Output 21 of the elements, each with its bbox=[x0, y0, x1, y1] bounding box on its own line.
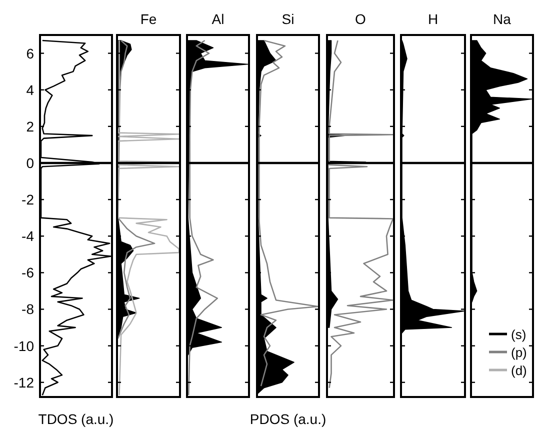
x-axis-title: PDOS (a.u.) bbox=[250, 411, 326, 427]
y-tick-label: 2 bbox=[26, 118, 34, 134]
y-tick-label: -6 bbox=[22, 264, 34, 281]
y-tick-label: -4 bbox=[22, 228, 34, 244]
legend-label: (s) bbox=[511, 327, 526, 342]
x-axis-title: TDOS (a.u.) bbox=[38, 411, 114, 427]
chart-title: H bbox=[428, 11, 438, 27]
chart-title: O bbox=[355, 11, 366, 27]
chart-title: Al bbox=[212, 11, 224, 27]
y-tick-label: -8 bbox=[22, 301, 34, 318]
y-tick-label: 4 bbox=[26, 82, 34, 98]
legend-label: (d) bbox=[511, 363, 527, 378]
y-tick-label: 6 bbox=[26, 45, 34, 62]
legend-label: (p) bbox=[511, 345, 527, 360]
y-tick-label: -2 bbox=[22, 192, 34, 208]
chart-title: Na bbox=[493, 11, 512, 27]
y-tick-label: 0 bbox=[26, 154, 34, 171]
y-tick-label: -12 bbox=[14, 374, 34, 390]
chart-title: Fe bbox=[140, 11, 157, 27]
y-tick-label: -10 bbox=[14, 338, 34, 354]
chart-title: Si bbox=[282, 11, 294, 27]
